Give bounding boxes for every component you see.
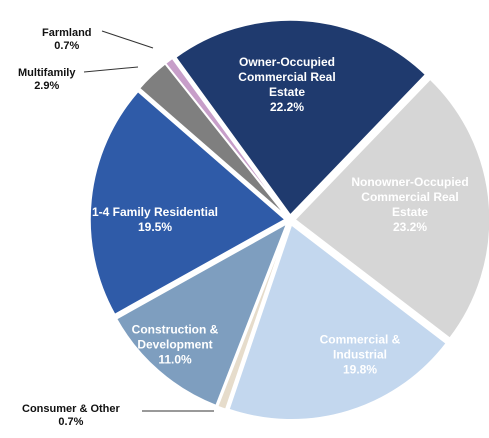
value-label: 11.0% xyxy=(158,352,192,367)
pie-slice xyxy=(293,78,489,340)
value-label: 0.7% xyxy=(54,40,80,52)
leader-line xyxy=(101,30,154,49)
category-name: Construction & Development xyxy=(131,322,219,352)
slice-label: Multifamily 2.9% xyxy=(18,67,75,93)
value-label: 23.2% xyxy=(392,220,428,234)
category-name: Multifamily xyxy=(18,67,76,79)
category-name: Commercial & Industrial xyxy=(319,332,401,362)
value-label: 2.9% xyxy=(34,80,60,92)
slice-label: Farmland 0.7% xyxy=(42,27,92,53)
pie-slice xyxy=(89,90,287,316)
value-label: 0.7% xyxy=(58,416,84,428)
slice-label: Commercial & Industrial 19.8% xyxy=(305,333,415,378)
value-label: 19.5% xyxy=(137,220,173,234)
leader-line xyxy=(83,66,139,73)
pie-slice xyxy=(216,224,290,411)
pie-slice xyxy=(164,57,288,217)
pie-slice xyxy=(174,19,427,217)
category-name: 1-4 Family Residential xyxy=(91,205,219,219)
pie-slice xyxy=(115,222,289,407)
category-name: Nonowner-Occupied Commercial Real Estate xyxy=(351,175,469,219)
slice-label: Consumer & Other 0.7% xyxy=(22,403,120,429)
value-label: 22.2% xyxy=(269,100,305,114)
slice-label: Nonowner-Occupied Commercial Real Estate… xyxy=(350,175,470,235)
pie-slice xyxy=(227,223,448,421)
value-label: 19.8% xyxy=(342,362,378,377)
category-name: Farmland xyxy=(42,27,92,39)
category-name: Owner-Occupied Commercial Real Estate xyxy=(238,55,336,99)
category-name: Consumer & Other xyxy=(22,403,120,415)
slice-label: Owner-Occupied Commercial Real Estate 22.… xyxy=(222,55,352,115)
slice-label: Construction & Development 11.0% xyxy=(115,323,235,368)
slice-label: 1-4 Family Residential 19.5% xyxy=(75,205,235,235)
